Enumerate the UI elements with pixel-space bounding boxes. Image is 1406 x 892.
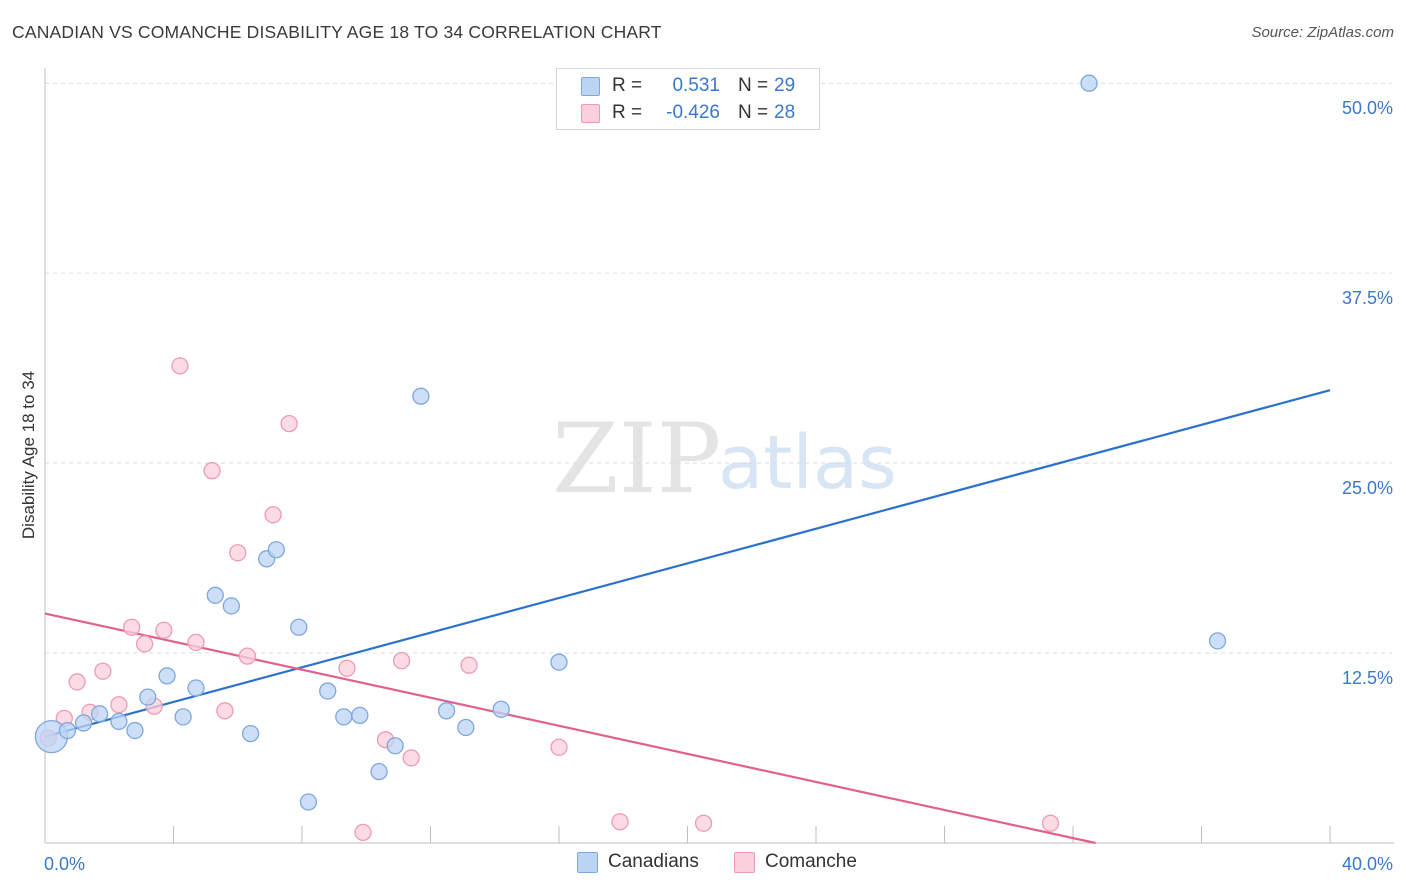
y-tick-label: 50.0% <box>1342 98 1393 118</box>
point-canadians[interactable] <box>241 724 260 743</box>
point-comanche[interactable] <box>238 647 257 665</box>
legend-row-comanche: R = -0.426 N = 28 <box>581 101 795 125</box>
point-comanche[interactable] <box>280 414 298 433</box>
point-comanche[interactable] <box>187 633 205 652</box>
point-comanche[interactable] <box>135 635 154 653</box>
point-comanche[interactable] <box>216 702 234 720</box>
point-comanche[interactable] <box>68 673 86 691</box>
r-label: R = <box>612 75 643 96</box>
point-canadians[interactable] <box>550 653 568 671</box>
point-comanche[interactable] <box>264 506 282 524</box>
point-comanche[interactable] <box>1041 814 1060 832</box>
point-canadians[interactable] <box>222 597 240 615</box>
canadians-legend-label: Canadians <box>608 851 699 872</box>
r-label: R = <box>612 102 643 123</box>
axes <box>44 68 1394 844</box>
y-tick-label: 12.5% <box>1342 668 1393 688</box>
point-canadians[interactable] <box>90 705 109 723</box>
trend-line-canadians <box>44 389 1331 738</box>
point-canadians[interactable] <box>299 793 318 811</box>
point-comanche[interactable] <box>694 814 713 832</box>
point-comanche[interactable] <box>550 738 568 756</box>
point-canadians[interactable] <box>139 688 157 706</box>
legend-row-canadians: R = 0.531 N = 29 <box>581 74 795 98</box>
point-canadians[interactable] <box>492 700 510 718</box>
x-tick-labels: 0.0% 40.0% <box>44 854 1393 874</box>
point-canadians[interactable] <box>206 586 224 604</box>
legend-item-comanche[interactable]: Comanche <box>734 851 857 873</box>
comanche-swatch <box>581 103 600 123</box>
chart-title: CANADIAN VS COMANCHE DISABILITY AGE 18 T… <box>12 22 662 42</box>
point-comanche[interactable] <box>155 621 173 639</box>
point-comanche[interactable] <box>110 696 128 714</box>
point-comanche[interactable] <box>123 618 141 636</box>
r-value: -0.426 <box>666 102 720 123</box>
point-comanche[interactable] <box>402 749 420 767</box>
data-points <box>34 74 1227 842</box>
y-tick-label: 37.5% <box>1342 288 1393 308</box>
point-canadians[interactable] <box>457 718 475 737</box>
point-canadians[interactable] <box>58 721 77 740</box>
point-canadians[interactable] <box>412 387 430 405</box>
point-canadians[interactable] <box>174 708 192 726</box>
gridlines <box>45 82 1392 654</box>
point-canadians[interactable] <box>1208 632 1227 650</box>
point-canadians[interactable] <box>335 708 353 726</box>
point-canadians[interactable] <box>386 737 404 755</box>
point-comanche[interactable] <box>392 651 411 670</box>
n-label: N = <box>738 75 769 96</box>
n-value: 28 <box>774 102 796 123</box>
watermark: ZIP atlas <box>552 403 897 515</box>
x-tick-label: 40.0% <box>1342 854 1393 874</box>
trend-lines <box>44 389 1331 845</box>
point-canadians[interactable] <box>290 618 308 636</box>
y-axis-title: Disability Age 18 to 34 <box>19 371 38 539</box>
point-canadians[interactable] <box>370 762 388 781</box>
point-comanche[interactable] <box>460 656 478 674</box>
point-canadians[interactable] <box>319 682 337 700</box>
point-canadians[interactable] <box>267 541 285 559</box>
canadians-swatch <box>581 76 600 96</box>
point-canadians[interactable] <box>437 702 456 720</box>
point-canadians[interactable] <box>1080 74 1098 92</box>
point-comanche[interactable] <box>338 659 356 677</box>
point-comanche[interactable] <box>171 357 189 375</box>
point-comanche[interactable] <box>354 823 372 842</box>
point-comanche[interactable] <box>203 462 221 480</box>
y-tick-label: 25.0% <box>1342 478 1393 498</box>
point-canadians[interactable] <box>110 712 128 731</box>
trend-line-comanche <box>44 612 1096 845</box>
watermark-zip: ZIP <box>552 403 721 515</box>
point-canadians[interactable] <box>74 714 93 732</box>
r-value: 0.531 <box>672 75 720 96</box>
point-comanche[interactable] <box>611 813 629 831</box>
point-canadians[interactable] <box>187 679 205 697</box>
n-label: N = <box>738 102 769 123</box>
n-value: 29 <box>774 75 796 96</box>
stats-legend: R = 0.531 N = 29 R = -0.426 N = 28 <box>556 68 820 130</box>
y-tick-labels: 12.5% 25.0% 37.5% 50.0% <box>1342 98 1393 688</box>
point-comanche[interactable] <box>229 544 247 562</box>
source-label: Source: ZipAtlas.com <box>1251 24 1394 41</box>
point-canadians[interactable] <box>351 706 369 725</box>
comanche-legend-label: Comanche <box>765 851 857 872</box>
canadians-legend-swatch <box>577 851 598 873</box>
legend-item-canadians[interactable]: Canadians <box>577 851 699 873</box>
comanche-legend-swatch <box>734 851 755 873</box>
point-canadians[interactable] <box>158 667 176 685</box>
point-comanche[interactable] <box>94 662 112 680</box>
point-canadians[interactable] <box>126 721 144 740</box>
x-tick-label: 0.0% <box>44 854 85 874</box>
